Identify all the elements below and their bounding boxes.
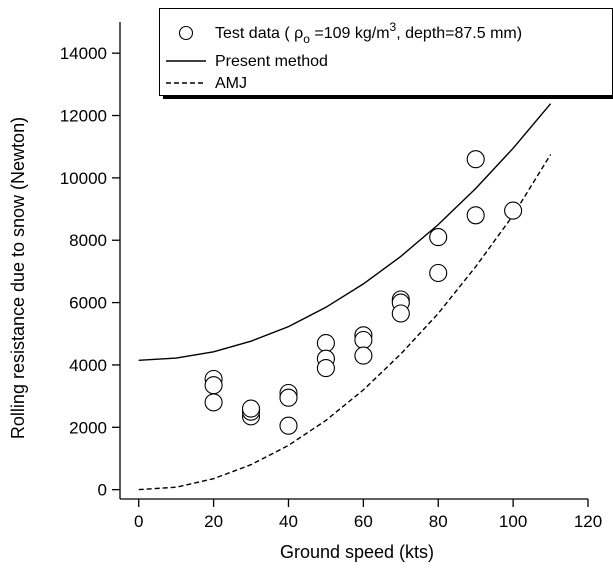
legend-label-test-data: Test data ( ρo =109 kg/m3, depth=87.5 mm… bbox=[215, 20, 522, 46]
x-axis-title: Ground speed (kts) bbox=[280, 542, 434, 562]
legend-label-test-data-part2: =109 kg/m bbox=[310, 25, 390, 42]
x-tick-label: 120 bbox=[574, 512, 602, 531]
legend-marker-test-data bbox=[178, 25, 194, 41]
legend-label-amj: AMJ bbox=[215, 75, 247, 92]
data-point bbox=[466, 150, 485, 169]
legend-label-present-method: Present method bbox=[215, 53, 328, 70]
legend-label-test-data-sub: o bbox=[303, 32, 310, 46]
curves bbox=[138, 103, 552, 491]
data-point bbox=[316, 334, 335, 353]
data-point bbox=[466, 206, 485, 225]
y-tick-label: 12000 bbox=[60, 107, 107, 126]
y-axis-title: Rolling resistance due to snow (Newton) bbox=[8, 117, 28, 439]
x-tick-label: 60 bbox=[354, 512, 373, 531]
data-point bbox=[241, 399, 261, 418]
y-tick-label: 10000 bbox=[60, 169, 107, 188]
x-ticks: 0 20 40 60 80 100 120 bbox=[134, 499, 602, 531]
y-tick-label: 6000 bbox=[69, 294, 107, 313]
legend-label-test-data-part1: Test data ( ρ bbox=[215, 25, 303, 42]
data-point bbox=[316, 359, 335, 378]
y-tick-label: 8000 bbox=[69, 231, 107, 250]
data-point bbox=[204, 393, 223, 412]
y-ticks: 0 2000 4000 6000 8000 10000 12000 14000 bbox=[60, 44, 120, 500]
y-tick-label: 4000 bbox=[69, 356, 107, 375]
x-tick-label: 40 bbox=[279, 512, 298, 531]
x-tick-label: 20 bbox=[204, 512, 223, 531]
x-tick-label: 0 bbox=[134, 512, 143, 531]
y-tick-label: 2000 bbox=[69, 418, 107, 437]
data-point bbox=[429, 228, 448, 247]
series-line-present-method bbox=[138, 103, 552, 361]
data-point bbox=[354, 330, 373, 350]
data-point bbox=[429, 263, 448, 283]
y-tick-label: 14000 bbox=[60, 44, 107, 63]
data-point bbox=[354, 346, 373, 365]
y-tick-label: 0 bbox=[98, 481, 107, 500]
legend-label-test-data-part3: , depth=87.5 mm) bbox=[396, 25, 522, 42]
legend: Test data ( ρo =109 kg/m3, depth=87.5 mm… bbox=[159, 8, 613, 99]
data-point bbox=[279, 388, 298, 407]
legend-box bbox=[159, 8, 613, 96]
data-point bbox=[279, 416, 298, 435]
x-tick-label: 100 bbox=[499, 512, 527, 531]
data-points bbox=[204, 150, 523, 435]
data-point bbox=[204, 376, 223, 395]
legend-label-test-data-sup: 3 bbox=[390, 20, 397, 34]
series-line-amj bbox=[138, 154, 552, 491]
data-point bbox=[391, 304, 410, 323]
x-tick-label: 80 bbox=[429, 512, 448, 531]
data-point bbox=[504, 201, 523, 220]
